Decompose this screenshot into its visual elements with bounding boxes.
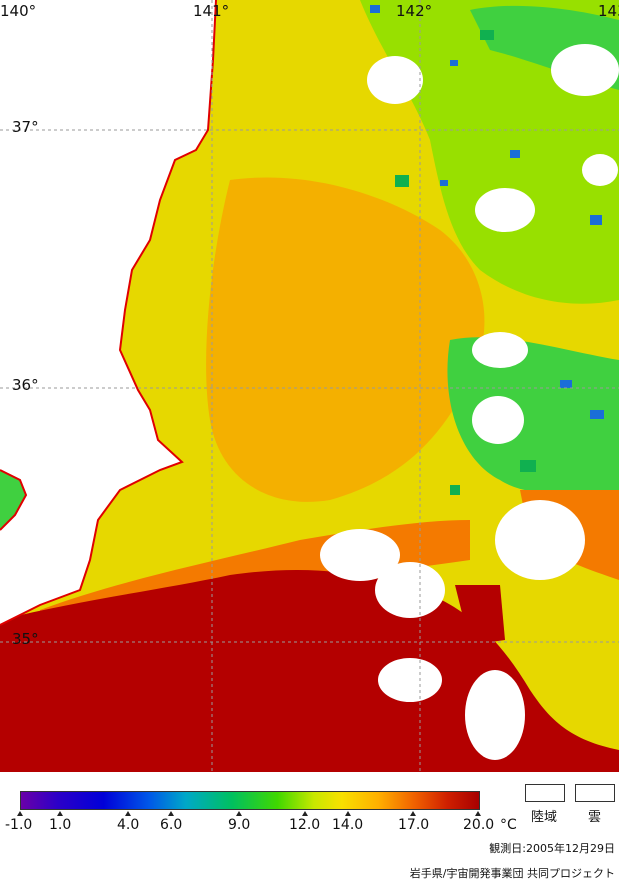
tick-mark [475,811,481,816]
tick-mark [57,811,63,816]
tick-mark [345,811,351,816]
latitude-label-36: 36° [12,376,39,394]
tick-label-m1: -1.0 [5,817,33,833]
project-credit: 岩手県/宇宙開発事業団 共同プロジェクト [409,867,615,880]
tick-mark [236,811,242,816]
land-key-swatch [525,784,565,802]
tick-label-14: 14.0 [332,817,364,833]
tick-label-12: 12.0 [289,817,321,833]
tick-mark [125,811,131,816]
sea-amber-core [206,177,485,502]
tick-mark [302,811,308,816]
tick-label-20: 20.0 [463,817,495,833]
sea-green-e [447,337,619,500]
longitude-label-141: 141° [193,2,230,20]
tick-label-6: 6.0 [160,817,183,833]
tick-mark [17,811,23,816]
coastline [0,0,217,626]
longitude-label-140: 140° [0,2,37,20]
tick-label-4: 4.0 [117,817,140,833]
temperature-color-scale [20,791,480,810]
unit-label: °C [500,817,517,833]
land-boso-peninsula [0,470,26,530]
tick-mark [410,811,416,816]
tick-label-9: 9.0 [228,817,251,833]
longitude-label-143: 143° [598,4,619,19]
tick-mark [168,811,174,816]
cloud-key-swatch [575,784,615,802]
sea-warm-patch [455,585,505,645]
cloud-masks [320,44,619,760]
tick-label-1: 1.0 [49,817,72,833]
coastline-peninsula [0,469,28,531]
latitude-label-37: 37° [12,118,39,136]
green-patches [395,30,536,495]
sea-surface-temperature-map [0,0,619,772]
observation-date: 観測日:2005年12月29日 [489,842,615,855]
latitude-label-35: 35° [12,630,39,648]
graticule [0,0,619,772]
cloud-key-label: 雲 [588,810,602,825]
longitude-label-142: 142° [396,2,433,20]
land-key-label: 陸域 [531,810,558,825]
tick-label-17: 17.0 [398,817,430,833]
